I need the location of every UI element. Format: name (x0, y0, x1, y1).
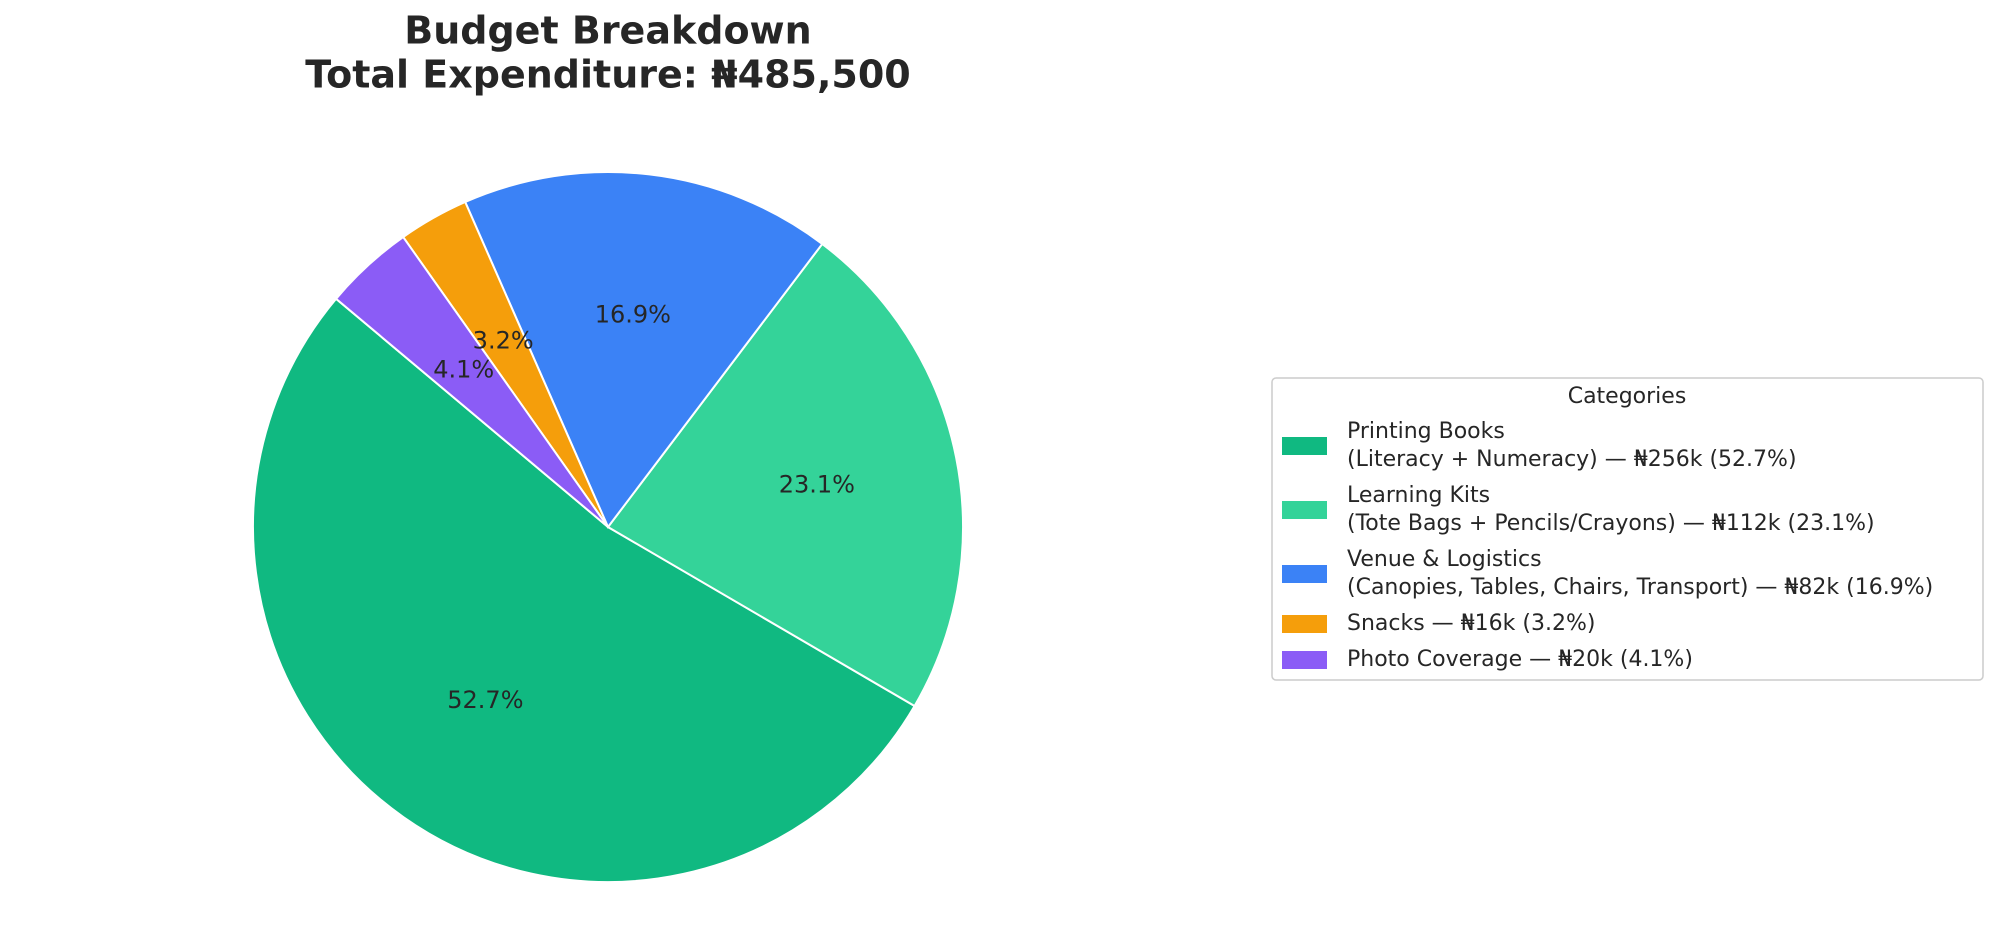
legend-label: (Canopies, Tables, Chairs, Transport) — … (1347, 575, 1933, 600)
slice-label: 52.7% (447, 686, 523, 714)
legend-label: (Literacy + Numeracy) — ₦256k (52.7%) (1347, 447, 1797, 472)
slice-label: 23.1% (779, 470, 855, 498)
legend-label: Venue & Logistics (1347, 547, 1542, 572)
slice-label: 16.9% (595, 300, 671, 328)
legend-label: Printing Books (1347, 419, 1505, 444)
legend-swatch (1282, 615, 1327, 633)
legend-label: Learning Kits (1347, 483, 1490, 508)
legend-swatch (1282, 651, 1327, 669)
legend-title: Categories (1568, 384, 1687, 409)
pie-slice (252, 297, 916, 883)
pie-slice (606, 242, 964, 708)
slice-label: 4.1% (433, 355, 494, 383)
legend-label: Photo Coverage — ₦20k (4.1%) (1347, 647, 1693, 672)
legend-swatch (1282, 565, 1327, 583)
slice-label: 3.2% (473, 327, 534, 355)
legend-swatch (1282, 501, 1327, 519)
legend-swatch (1282, 437, 1327, 455)
chart-subtitle: Total Expenditure: ₦485,500 (305, 53, 910, 97)
pie-slice (463, 171, 824, 529)
chart-title: Budget Breakdown (404, 9, 811, 53)
legend-label: (Tote Bags + Pencils/Crayons) — ₦112k (2… (1347, 511, 1875, 536)
legend-box (1271, 377, 1984, 681)
legend-label: Snacks — ₦16k (3.2%) (1347, 611, 1595, 636)
pie-slice (334, 235, 609, 528)
